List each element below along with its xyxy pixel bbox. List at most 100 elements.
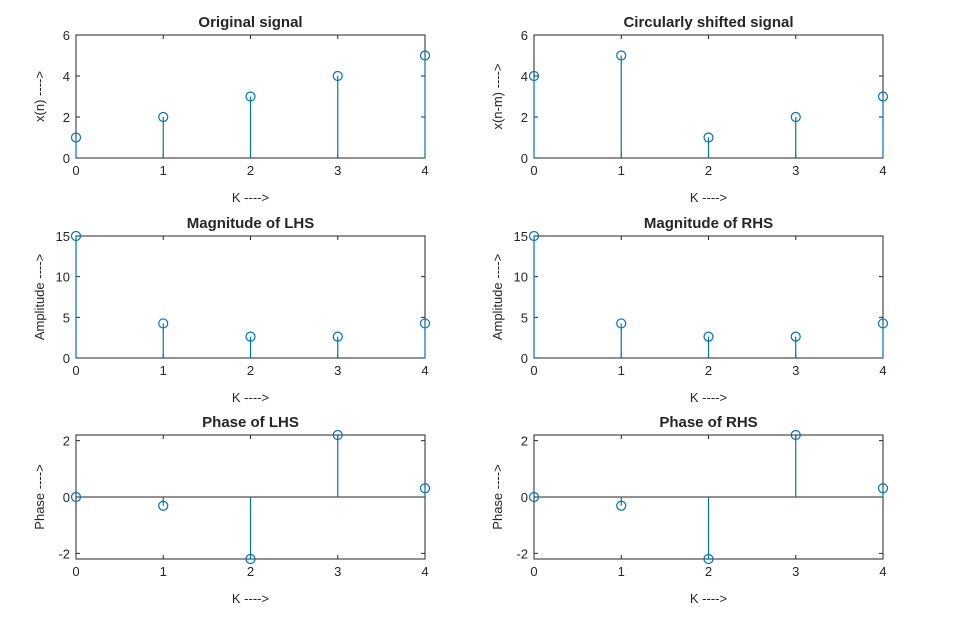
x-tick-label: 3: [792, 564, 799, 579]
subplot-title: Phase of LHS: [202, 414, 299, 431]
subplot-2: 0 1 2 3 4 0 2 4 6 Circularly shifted signal K ----…: [490, 14, 889, 205]
y-axis-label: Phase ---->: [490, 464, 505, 529]
y-tick-label: 4: [521, 69, 528, 84]
y-axis-label: Amplitude ---->: [32, 254, 47, 340]
stem-marker: [419, 483, 431, 494]
y-tick-label: 0: [521, 351, 528, 366]
x-tick-label: 1: [618, 363, 625, 378]
y-tick-label: 2: [63, 434, 70, 449]
x-tick-label: 3: [792, 363, 799, 378]
stem-marker: [877, 318, 889, 329]
x-tick-label: 2: [247, 564, 254, 579]
stem-marker: [790, 429, 801, 441]
x-tick-label: 2: [705, 163, 712, 178]
stem-marker: [616, 318, 627, 329]
stem-marker: [245, 331, 256, 342]
x-axis-label: K ---->: [690, 390, 727, 405]
y-tick-label: 6: [521, 28, 528, 43]
stem-marker: [703, 132, 714, 143]
x-tick-label: 1: [618, 564, 625, 579]
stem-marker: [332, 331, 343, 342]
x-tick-label: 0: [530, 363, 537, 378]
y-axis-label: Amplitude ---->: [490, 254, 505, 340]
subplot-4: 0 1 2 3 4 0 5 10 15 Magnitude of RHS K ----> Amplit…: [490, 215, 889, 405]
y-tick-label: 0: [63, 490, 70, 505]
stem-marker: [616, 50, 627, 61]
y-tick-label: -2: [516, 546, 528, 561]
stem-marker: [616, 500, 627, 511]
subplot-title: Phase of RHS: [659, 414, 757, 431]
y-tick-label: 2: [63, 110, 70, 125]
y-tick-label: 5: [63, 310, 70, 325]
y-tick-label: 2: [521, 434, 528, 449]
stem-marker: [70, 230, 82, 242]
x-tick-label: 0: [72, 363, 79, 378]
y-tick-label: 4: [63, 69, 70, 84]
stem-marker: [245, 91, 256, 102]
y-tick-label: 10: [514, 270, 528, 285]
x-tick-label: 2: [247, 363, 254, 378]
x-tick-label: 0: [530, 564, 537, 579]
x-tick-label: 1: [618, 163, 625, 178]
stem-marker: [790, 331, 801, 342]
stem-marker: [419, 50, 431, 61]
y-axis-label: x(n) ---->: [32, 71, 47, 122]
stem-marker: [528, 230, 540, 242]
y-axis-label: x(n-m) ---->: [490, 63, 505, 129]
y-tick-label: 5: [521, 310, 528, 325]
x-tick-label: 2: [705, 363, 712, 378]
x-tick-label: 4: [879, 163, 886, 178]
x-axis-label: K ---->: [232, 390, 269, 405]
stem-marker: [703, 553, 714, 565]
x-tick-label: 1: [160, 363, 167, 378]
y-tick-label: 0: [521, 151, 528, 166]
stem-marker: [332, 70, 343, 82]
y-tick-label: -2: [58, 546, 70, 561]
subplot-title: Original signal: [198, 14, 302, 31]
x-tick-label: 3: [334, 363, 341, 378]
y-axis-label: Phase ---->: [32, 464, 47, 529]
subplot-title: Magnitude of LHS: [187, 215, 315, 232]
stem-marker: [877, 483, 889, 494]
x-tick-label: 4: [421, 363, 428, 378]
y-tick-label: 0: [63, 351, 70, 366]
stem-marker: [70, 132, 82, 143]
y-tick-label: 10: [56, 270, 70, 285]
y-tick-label: 15: [56, 229, 70, 244]
x-tick-label: 2: [247, 163, 254, 178]
x-tick-label: 0: [530, 163, 537, 178]
x-tick-label: 4: [421, 163, 428, 178]
y-tick-label: 6: [63, 28, 70, 43]
x-axis-label: K ---->: [690, 190, 727, 205]
stem-marker: [245, 553, 256, 565]
subplot-1: 0 1 2 3 4 0 2 4 6 Original signal K ----> x(n) ----…: [32, 14, 431, 205]
y-tick-label: 2: [521, 110, 528, 125]
stem-marker: [790, 111, 801, 123]
stem-marker: [332, 429, 343, 441]
stem-marker: [528, 70, 540, 82]
x-tick-label: 0: [72, 564, 79, 579]
x-axis-label: K ---->: [232, 591, 269, 606]
y-tick-label: 0: [63, 151, 70, 166]
stem-marker: [528, 491, 540, 503]
y-tick-label: 15: [514, 229, 528, 244]
y-tick-label: 0: [521, 490, 528, 505]
subplot-title: Magnitude of RHS: [644, 215, 773, 232]
x-tick-label: 3: [334, 163, 341, 178]
x-tick-label: 4: [879, 363, 886, 378]
stem-marker: [70, 491, 82, 503]
x-tick-label: 3: [792, 163, 799, 178]
stem-marker: [419, 318, 431, 329]
stem-marker: [877, 91, 889, 102]
stem-marker: [158, 318, 169, 329]
x-tick-label: 1: [160, 163, 167, 178]
x-tick-label: 0: [72, 163, 79, 178]
x-tick-label: 2: [705, 564, 712, 579]
x-axis-label: K ---->: [690, 591, 727, 606]
x-axis-label: K ---->: [232, 190, 269, 205]
x-tick-label: 1: [160, 564, 167, 579]
x-tick-label: 4: [421, 564, 428, 579]
